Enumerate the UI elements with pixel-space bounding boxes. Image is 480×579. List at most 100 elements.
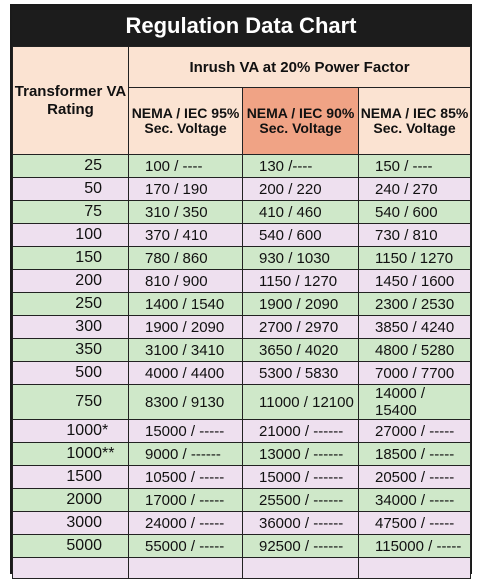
inrush-95-cell: 370 / 410 (128, 223, 243, 247)
va-rating-cell: 100 (12, 223, 129, 247)
va-rating-value: 2000 (66, 491, 102, 508)
va-rating-cell: 1000 ** (12, 442, 129, 466)
inrush-85-cell: 730 / 810 (358, 223, 471, 247)
inrush-95-cell: 17000 / ----- (128, 488, 243, 512)
va-rating-cell: 1000 * (12, 419, 129, 443)
inrush-85-cell: 150 / ---- (358, 154, 471, 178)
inrush-90-cell: 410 / 460 (242, 200, 359, 224)
inrush-85-cell: 3850 / 4240 (358, 315, 471, 339)
table-row: 350 3100 / 3410 3650 / 4020 4800 / 5280 (12, 338, 471, 362)
table-row: 150 780 / 860 930 / 1030 1150 / 1270 (12, 246, 471, 270)
inrush-95-cell: 170 / 190 (128, 177, 243, 201)
va-rating-value: 1000 (66, 445, 102, 462)
inrush-95-cell: 15000 / ----- (128, 419, 243, 443)
inrush-85-cell: 540 / 600 (358, 200, 471, 224)
inrush-95-cell: 4000 / 4400 (128, 361, 243, 385)
inrush-90-cell: 25500 / ------ (242, 488, 359, 512)
va-rating-cell: 75 (12, 200, 129, 224)
table-row: 75 310 / 350 410 / 460 540 / 600 (12, 200, 471, 224)
table-row: 200 810 / 900 1150 / 1270 1450 / 1600 (12, 269, 471, 293)
va-rating-value: 3000 (66, 514, 102, 531)
inrush-90-cell: 15000 / ------ (242, 465, 359, 489)
chart-title: Regulation Data Chart (12, 6, 470, 46)
va-rating-value: 350 (75, 341, 102, 358)
inrush-90-cell: 540 / 600 (242, 223, 359, 247)
va-rating-value: 1500 (66, 468, 102, 485)
inrush-90-cell: 930 / 1030 (242, 246, 359, 270)
table-row: 500 4000 / 4400 5300 / 5830 7000 / 7700 (12, 361, 471, 385)
inrush-95-cell: 10500 / ----- (128, 465, 243, 489)
inrush-85-cell: 20500 / ----- (358, 465, 471, 489)
inrush-90-cell: 5300 / 5830 (242, 361, 359, 385)
inrush-85-cell: 240 / 270 (358, 177, 471, 201)
table-row: 250 1400 / 1540 1900 / 2090 2300 / 2530 (12, 292, 471, 316)
inrush-95-cell: 3100 / 3410 (128, 338, 243, 362)
va-rating-cell: 3000 (12, 511, 129, 535)
table-row: 2000 17000 / ----- 25500 / ------ 34000 / -… (12, 488, 471, 512)
inrush-85-cell: 1150 / 1270 (358, 246, 471, 270)
inrush-95-cell: 100 / ---- (128, 154, 243, 178)
table-row: 300 1900 / 2090 2700 / 2970 3850 / 4240 (12, 315, 471, 339)
va-rating-cell: 250 (12, 292, 129, 316)
inrush-95-cell: 780 / 860 (128, 246, 243, 270)
inrush-95-cell: 310 / 350 (128, 200, 243, 224)
table-body: 25 100 / ---- 130 /---- 150 / ---- 50 170 / 1… (12, 154, 471, 579)
va-rating-value: 750 (75, 393, 102, 410)
va-rating-cell: 350 (12, 338, 129, 362)
va-rating-value: 300 (75, 318, 102, 335)
inrush-90-cell: 13000 / ------ (242, 442, 359, 466)
inrush-95-cell: 24000 / ----- (128, 511, 243, 535)
empty-cell (12, 557, 129, 579)
va-rating-cell: 750 (12, 384, 129, 420)
inrush-95-cell: 9000 / ------ (128, 442, 243, 466)
va-rating-value: 1000 (66, 422, 102, 439)
inrush-90-cell: 11000 / 12100 (242, 384, 359, 420)
va-rating-cell: 500 (12, 361, 129, 385)
inrush-95-cell: 8300 / 9130 (128, 384, 243, 420)
empty-row (12, 557, 471, 579)
inrush-85-cell: 4800 / 5280 (358, 338, 471, 362)
inrush-90-cell: 3650 / 4020 (242, 338, 359, 362)
inrush-90-cell: 21000 / ------ (242, 419, 359, 443)
regulation-data-chart: Regulation Data Chart Transformer VA Rat… (10, 4, 472, 579)
inrush-85-cell: 18500 / ----- (358, 442, 471, 466)
inrush-90-cell: 36000 / ------ (242, 511, 359, 535)
table-row: 1000 ** 9000 / ------ 13000 / ------ 18500 … (12, 442, 471, 466)
inrush-95-cell: 810 / 900 (128, 269, 243, 293)
va-rating-cell: 1500 (12, 465, 129, 489)
table-row: 750 8300 / 9130 11000 / 12100 14000 / 15400 (12, 384, 471, 420)
inrush-90-cell: 1900 / 2090 (242, 292, 359, 316)
inrush-90-cell: 92500 / ------ (242, 534, 359, 558)
inrush-90-cell: 130 /---- (242, 154, 359, 178)
inrush-85-cell: 115000 / ----- (358, 534, 471, 558)
va-rating-value: 75 (84, 203, 102, 220)
inrush-85-cell: 14000 / 15400 (358, 384, 471, 420)
va-rating-value: 100 (75, 226, 102, 243)
table-row: 1500 10500 / ----- 15000 / ------ 20500 / -… (12, 465, 471, 489)
va-rating-value: 50 (84, 180, 102, 197)
va-rating-value: 5000 (66, 537, 102, 554)
inrush-95-cell: 1400 / 1540 (128, 292, 243, 316)
va-rating-cell: 200 (12, 269, 129, 293)
inrush-90-cell: 200 / 220 (242, 177, 359, 201)
va-rating-cell: 50 (12, 177, 129, 201)
table-row: 5000 55000 / ----- 92500 / ------ 115000 / … (12, 534, 471, 558)
empty-cell (358, 557, 471, 579)
inrush-85-cell: 34000 / ----- (358, 488, 471, 512)
inrush-85-cell: 7000 / 7700 (358, 361, 471, 385)
table-row: 100 370 / 410 540 / 600 730 / 810 (12, 223, 471, 247)
va-rating-cell: 300 (12, 315, 129, 339)
va-rating-cell: 25 (12, 154, 129, 178)
inrush-85-cell: 47500 / ----- (358, 511, 471, 535)
column-header-90: NEMA / IEC 90% Sec. Voltage (242, 87, 359, 155)
va-rating-value: 200 (75, 272, 102, 289)
inrush-90-cell: 2700 / 2970 (242, 315, 359, 339)
inrush-95-cell: 55000 / ----- (128, 534, 243, 558)
inrush-85-cell: 2300 / 2530 (358, 292, 471, 316)
inrush-90-cell: 1150 / 1270 (242, 269, 359, 293)
inrush-85-cell: 27000 / ----- (358, 419, 471, 443)
inrush-va-header: Inrush VA at 20% Power Factor (128, 46, 471, 88)
regulation-table: Transformer VA Rating Inrush VA at 20% P… (12, 46, 471, 579)
table-row: 25 100 / ---- 130 /---- 150 / ---- (12, 154, 471, 178)
va-rating-cell: 5000 (12, 534, 129, 558)
